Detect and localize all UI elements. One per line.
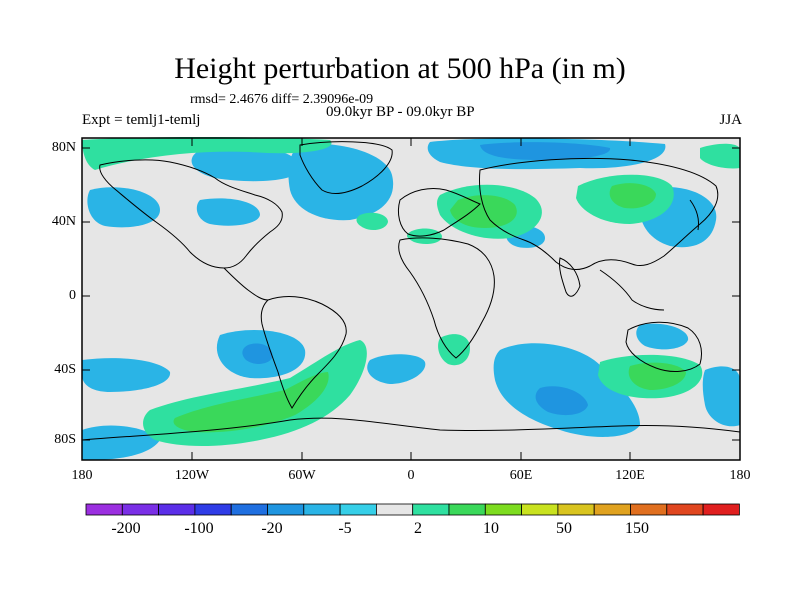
coastlines — [81, 141, 741, 441]
colorbar — [85, 503, 740, 516]
colorbar-swatch — [375, 503, 414, 516]
negative-region-north-pacific — [87, 187, 160, 228]
negative-region-arctic-canada — [191, 145, 300, 182]
lon-label-60w: 60W — [288, 468, 316, 483]
negative-region-north-america — [196, 198, 260, 226]
negative-core-eastern-arctic — [480, 142, 611, 160]
colorbar-swatch — [521, 503, 559, 516]
coast-japan — [689, 199, 699, 231]
season-label: JJA — [719, 112, 742, 128]
positive-core-caspian — [450, 195, 517, 228]
lat-label-80n: 80N — [51, 140, 76, 155]
lat-label-80s: 80S — [54, 432, 76, 447]
negative-core-southern-indian — [535, 386, 588, 416]
coast-antarctica — [81, 417, 741, 441]
colorbar-swatch — [593, 503, 631, 516]
colorbar-swatch — [121, 503, 160, 516]
colorbar-swatch — [557, 503, 595, 516]
negative-core-south-pacific — [242, 343, 273, 364]
colorbar-label-4: -5 — [338, 520, 352, 537]
colorbar-swatch — [702, 503, 740, 516]
lon-label-120e: 120E — [615, 468, 645, 483]
positive-core-south-pacific — [173, 372, 329, 433]
coast-south-america — [260, 296, 347, 409]
positive-region-south-atlantic-africa — [438, 334, 470, 366]
lon-label-60e: 60E — [509, 468, 533, 483]
colorbar-label-6: 10 — [483, 520, 499, 537]
negative-region-north-atlantic — [288, 143, 394, 221]
colorbar-swatch — [158, 503, 196, 516]
lat-label-40s: 40S — [54, 362, 76, 377]
lon-label-180-west: 180 — [71, 468, 93, 483]
coast-greenland — [299, 141, 393, 194]
period-label: 09.0kyr BP - 09.0kyr BP — [326, 104, 475, 120]
experiment-label: Expt = temlj1-temlj — [82, 112, 201, 128]
positive-region-greenland-north — [82, 137, 332, 170]
colorbar-swatch — [412, 503, 450, 516]
coast-india — [559, 257, 581, 297]
colorbar-swatch — [230, 503, 268, 516]
colorbar-swatch — [303, 503, 341, 516]
lon-label-120w: 120W — [174, 468, 210, 483]
colorbar-label-1: -200 — [111, 520, 141, 537]
negative-region-south-pacific — [82, 358, 171, 392]
colorbar-swatch — [267, 503, 305, 516]
positive-core-indian-south — [628, 362, 686, 390]
negative-region-antarctic-pacific — [82, 425, 160, 460]
colorbar-swatch — [85, 503, 123, 516]
lon-label-180-east: 180 — [729, 468, 751, 483]
coast-southeast-asia — [599, 269, 665, 311]
lat-label-40n: 40N — [51, 214, 76, 229]
coast-australia — [625, 321, 702, 372]
coast-asia — [479, 157, 719, 270]
colorbar-swatch — [666, 503, 704, 516]
positive-core-north-asia — [609, 183, 656, 209]
negative-region-south-atlantic — [367, 354, 426, 384]
colorbar-swatch — [484, 503, 522, 516]
perturbation-fields — [82, 137, 740, 460]
positive-region-atlantic-north — [356, 212, 388, 230]
colorbar-swatch — [630, 503, 668, 516]
colorbar-label-7: 50 — [556, 520, 572, 537]
colorbar-label-2: -100 — [184, 520, 214, 537]
stats-text: rmsd= 2.4676 diff= 2.39096e-09 — [190, 92, 374, 107]
lat-label-0: 0 — [69, 288, 76, 303]
colorbar-label-5: 2 — [414, 520, 422, 537]
coast-central-america — [223, 267, 269, 301]
coast-africa — [398, 237, 495, 359]
negative-region-australia — [636, 323, 689, 350]
latitude-ticks — [82, 147, 740, 441]
coast-north-america — [99, 159, 283, 269]
colorbar-swatch — [194, 503, 232, 516]
colorbar-label-3: -20 — [261, 520, 283, 537]
negative-region-southeast-pacific — [702, 366, 740, 427]
longitude-ticks — [81, 138, 741, 460]
colorbar-swatch — [339, 503, 377, 516]
coast-europe — [397, 187, 481, 237]
positive-region-northeast-pacific — [700, 143, 740, 169]
colorbar-label-8: 150 — [625, 520, 649, 537]
figure-title: Height perturbation at 500 hPa (in m) — [174, 52, 626, 85]
lon-label-0: 0 — [407, 468, 415, 483]
colorbar-swatch — [448, 503, 486, 516]
